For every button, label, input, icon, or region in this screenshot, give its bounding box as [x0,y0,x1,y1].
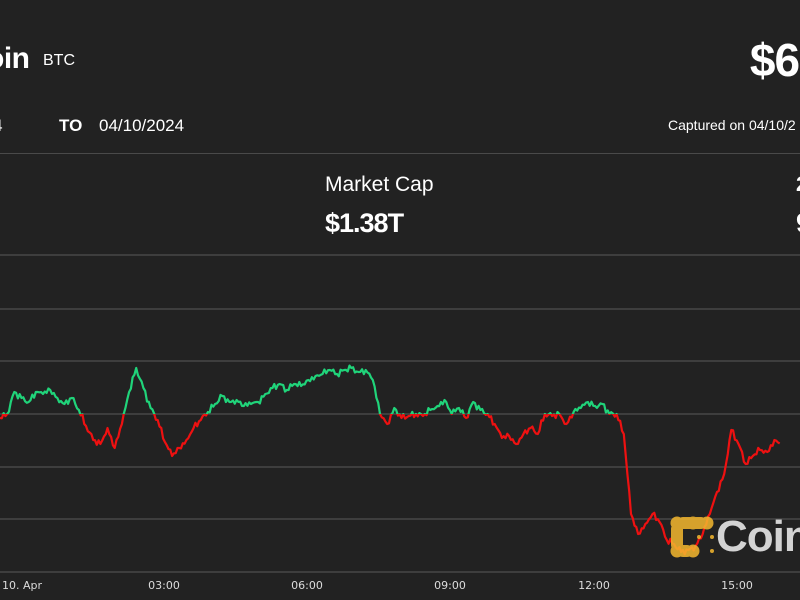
watermark-text: Coin [716,512,800,561]
market-cap-value: $1.38T [325,208,404,238]
stat-2-value: 9 [796,208,800,239]
x-tick: 06:00 [291,579,323,592]
gridlines [0,254,800,573]
current-price: $69,9 [749,34,800,86]
x-tick: 10. Apr [2,579,43,592]
x-tick: 09:00 [434,579,466,592]
stat-2-label: 2 [796,173,800,197]
x-tick: 15:00 [721,579,753,592]
captured-timestamp: Captured on 04/10/2 [668,117,796,133]
date-range-to-label: TO [59,116,83,135]
price-line [0,364,781,556]
x-tick: 12:00 [578,579,610,592]
coindesk-logo-icon [670,516,714,558]
header-divider [0,153,800,154]
date-range-to: 04/10/2024 [99,116,185,135]
market-cap-label: Market Cap [325,173,434,196]
asset-name: oin [0,42,30,75]
date-range-from: /2024 [0,116,3,136]
x-tick: 03:00 [148,579,180,592]
asset-symbol: BTC [43,52,75,69]
